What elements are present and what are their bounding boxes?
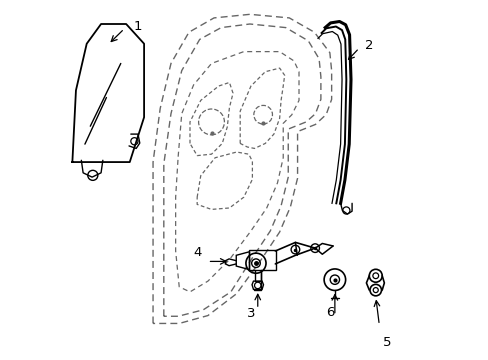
Text: 2: 2	[364, 39, 372, 52]
Text: 6: 6	[325, 306, 333, 319]
Text: 1: 1	[133, 20, 142, 33]
Text: 4: 4	[193, 246, 201, 259]
Text: 3: 3	[247, 307, 255, 320]
Text: 5: 5	[382, 336, 391, 349]
